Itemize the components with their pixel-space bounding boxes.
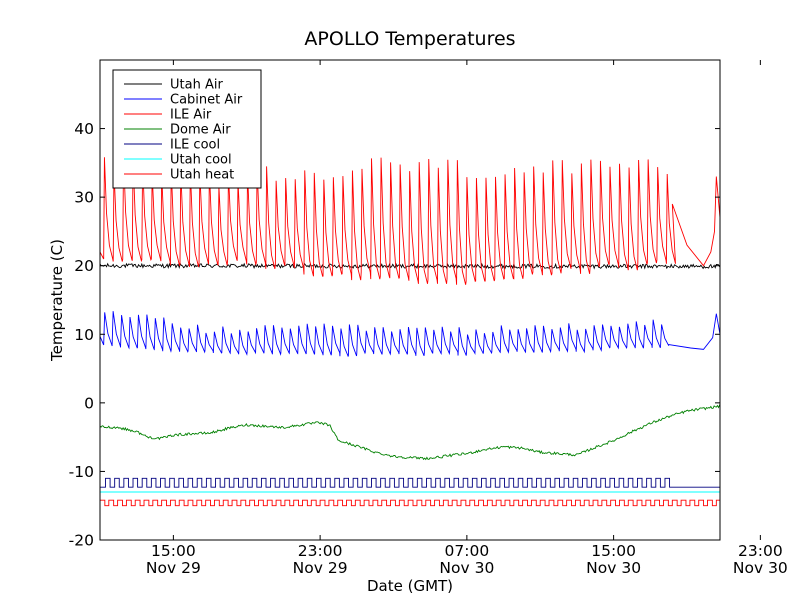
series-line-utah-air: [100, 262, 720, 270]
y-tick-label: 10: [74, 326, 94, 344]
legend-label: Utah cool: [170, 153, 232, 168]
x-tick-label-time: 15:00: [151, 542, 196, 560]
plot-frame: [99, 59, 721, 541]
legend-label: Dome Air: [170, 123, 231, 138]
y-tick-label: 40: [74, 120, 94, 138]
x-tick-label-date: Nov 29: [146, 559, 201, 577]
x-tick-label-time: 15:00: [591, 542, 636, 560]
series-line-utah-heat: [100, 499, 720, 507]
y-tick-label: -10: [69, 463, 94, 481]
legend-label: ILE cool: [170, 138, 220, 153]
x-tick-label-time: 07:00: [445, 542, 490, 560]
series-line-cabinet-air: [100, 311, 720, 357]
legend-label: Utah Air: [170, 78, 223, 93]
y-tick-label: 20: [74, 257, 94, 275]
x-axis-label: Date (GMT): [367, 577, 453, 595]
y-tick-label: -20: [69, 532, 94, 550]
series-line-dome-air: [100, 403, 720, 461]
series-line-ile-air: [100, 154, 720, 285]
legend-label: Cabinet Air: [170, 93, 243, 108]
series-line-ile-cool: [100, 477, 720, 488]
x-tick-label-time: 23:00: [738, 542, 783, 560]
y-tick-label: 30: [74, 189, 94, 207]
x-tick-label-date: Nov 30: [439, 559, 494, 577]
x-tick-label-date: Nov 29: [293, 559, 348, 577]
legend-label: ILE Air: [170, 108, 212, 123]
chart-title: APOLLO Temperatures: [304, 28, 515, 50]
y-tick-label: 0: [84, 394, 94, 412]
x-tick-label-date: Nov 30: [733, 559, 788, 577]
x-tick-label-date: Nov 30: [586, 559, 641, 577]
x-tick-label-time: 23:00: [298, 542, 343, 560]
y-axis: -20 -10 0 10 20 30 40: [69, 120, 720, 550]
y-axis-label: Temperature (C): [48, 239, 66, 362]
series-layer: [100, 154, 720, 507]
legend-label: Utah heat: [170, 168, 234, 183]
